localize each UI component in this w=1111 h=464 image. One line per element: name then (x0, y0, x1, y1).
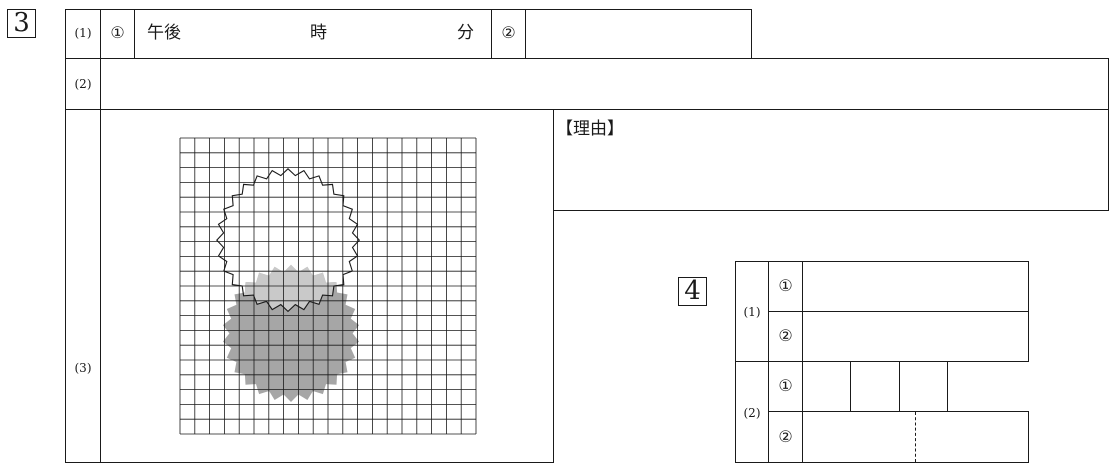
q3-row3-label: (3) (74, 361, 92, 375)
q3-row1-circle2: ② (501, 23, 516, 42)
q3-row1-label: (1) (74, 26, 92, 40)
outline-circle (216, 168, 361, 313)
q3-row1 (65, 9, 752, 59)
q3-minute-label: 分 (457, 23, 474, 43)
question-4-number-text: 4 (684, 276, 701, 306)
q4-1-answer-field-2[interactable] (804, 313, 1026, 359)
q4-part1-label: (1) (743, 305, 761, 319)
question-3-number-text: 3 (13, 8, 30, 38)
q3-reason-label: 【理由】 (556, 119, 624, 139)
q3-hour-label: 時 (310, 23, 327, 43)
q4-2-answer-box-1[interactable] (804, 363, 848, 409)
q3-afternoon-label: 午後 (147, 23, 181, 43)
q3-row2-label: (2) (74, 77, 92, 91)
q4-part1-circle2: ② (778, 326, 793, 345)
q3-1-answer-field-1[interactable] (180, 12, 485, 56)
q4-2-answer-box-3[interactable] (901, 363, 945, 409)
q3-1-answer-field-2[interactable] (527, 12, 749, 56)
q3-row1-circle1: ① (110, 23, 125, 42)
q4-part1-circle1: ① (778, 276, 793, 295)
q4-part2-circle2: ② (778, 427, 793, 446)
q4-part2-label: (2) (743, 406, 761, 420)
q4-1-answer-field-1[interactable] (804, 263, 1026, 309)
q3-2-answer-field[interactable] (103, 61, 1103, 107)
q3-reason-answer-field[interactable] (556, 142, 1104, 208)
grid-figure (179, 137, 477, 435)
question-4-number: 4 (678, 277, 707, 306)
q4-2-answer-field-2[interactable] (804, 413, 1026, 460)
q3-rows-frame (65, 58, 1109, 110)
q4-2-answer-box-2[interactable] (852, 363, 897, 409)
q4-part2-circle1: ① (778, 376, 793, 395)
question-3-number: 3 (7, 9, 36, 38)
